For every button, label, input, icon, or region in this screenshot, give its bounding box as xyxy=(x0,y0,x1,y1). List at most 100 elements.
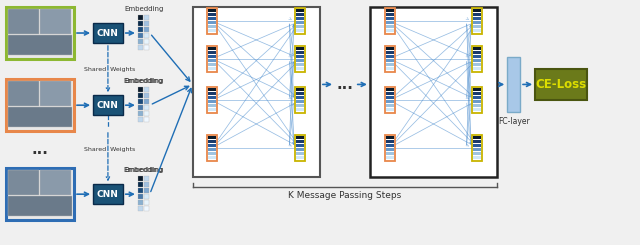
Bar xyxy=(209,92,216,95)
Bar xyxy=(296,51,304,54)
Bar xyxy=(474,96,481,99)
Bar xyxy=(296,156,304,159)
Bar xyxy=(209,144,216,147)
Bar xyxy=(138,27,143,32)
Bar xyxy=(296,47,304,50)
Bar xyxy=(474,104,481,107)
Bar xyxy=(144,27,148,32)
Bar xyxy=(386,59,394,62)
Bar xyxy=(144,200,148,205)
Bar xyxy=(474,13,481,16)
Bar xyxy=(295,46,305,72)
Bar xyxy=(138,39,143,44)
Text: Embedding: Embedding xyxy=(124,78,163,85)
Bar xyxy=(296,136,304,139)
Bar xyxy=(386,88,394,91)
Bar xyxy=(386,156,394,159)
Bar xyxy=(474,63,481,66)
Bar xyxy=(144,117,148,122)
Bar xyxy=(209,13,216,16)
Bar xyxy=(296,88,304,91)
Bar xyxy=(474,25,481,28)
Bar xyxy=(144,39,148,44)
Bar xyxy=(8,35,72,55)
Bar xyxy=(193,7,320,177)
Bar xyxy=(209,9,216,12)
Bar xyxy=(474,152,481,155)
Bar xyxy=(209,17,216,20)
Bar xyxy=(385,46,395,72)
Bar xyxy=(144,93,148,98)
Bar xyxy=(296,17,304,20)
Bar xyxy=(209,55,216,58)
Bar xyxy=(209,59,216,62)
Bar xyxy=(474,55,481,58)
Bar xyxy=(138,105,143,110)
Bar xyxy=(296,25,304,28)
Text: K Message Passing Steps: K Message Passing Steps xyxy=(288,191,401,200)
Bar xyxy=(386,9,394,12)
Bar xyxy=(144,182,148,187)
Bar xyxy=(138,194,143,199)
Bar xyxy=(472,135,483,160)
Bar xyxy=(144,188,148,193)
Bar xyxy=(386,13,394,16)
Text: CNN: CNN xyxy=(97,190,119,199)
Bar xyxy=(296,92,304,95)
Bar xyxy=(138,87,143,92)
Bar xyxy=(144,33,148,38)
Bar xyxy=(138,200,143,205)
Bar xyxy=(6,79,74,131)
Bar xyxy=(138,21,143,26)
Bar xyxy=(144,87,148,92)
Bar xyxy=(296,148,304,151)
Bar xyxy=(144,15,148,20)
Bar xyxy=(385,8,395,34)
Bar xyxy=(209,67,216,70)
Text: ...: ... xyxy=(32,142,49,157)
Bar xyxy=(209,63,216,66)
Bar xyxy=(138,206,143,211)
Text: Embedding: Embedding xyxy=(124,6,163,12)
Bar xyxy=(386,47,394,50)
Bar xyxy=(207,8,218,34)
Bar xyxy=(207,87,218,113)
Bar xyxy=(6,169,74,220)
Bar xyxy=(296,63,304,66)
Bar xyxy=(144,105,148,110)
Bar xyxy=(295,8,305,34)
Bar xyxy=(385,135,395,160)
Bar xyxy=(472,87,483,113)
Bar xyxy=(8,82,39,106)
Bar xyxy=(207,46,218,72)
Bar xyxy=(296,144,304,147)
Bar xyxy=(474,144,481,147)
Text: CNN: CNN xyxy=(97,101,119,110)
Bar xyxy=(474,17,481,20)
Bar xyxy=(8,171,39,195)
Bar xyxy=(386,63,394,66)
Bar xyxy=(6,7,74,59)
Text: Embedding: Embedding xyxy=(124,167,163,173)
Bar xyxy=(474,47,481,50)
Bar xyxy=(296,152,304,155)
Bar xyxy=(93,184,123,204)
Bar xyxy=(474,92,481,95)
Bar xyxy=(209,156,216,159)
Bar xyxy=(296,104,304,107)
Bar xyxy=(296,96,304,99)
Bar xyxy=(8,196,72,216)
Bar xyxy=(386,104,394,107)
Bar xyxy=(386,100,394,103)
Bar xyxy=(138,111,143,116)
Bar xyxy=(386,25,394,28)
Bar xyxy=(8,107,72,127)
Text: Shared  Weights: Shared Weights xyxy=(84,67,136,72)
Bar xyxy=(209,88,216,91)
Bar xyxy=(386,152,394,155)
Bar xyxy=(8,9,39,34)
Bar xyxy=(40,171,71,195)
Bar xyxy=(209,148,216,151)
Bar xyxy=(472,8,483,34)
Bar xyxy=(295,135,305,160)
